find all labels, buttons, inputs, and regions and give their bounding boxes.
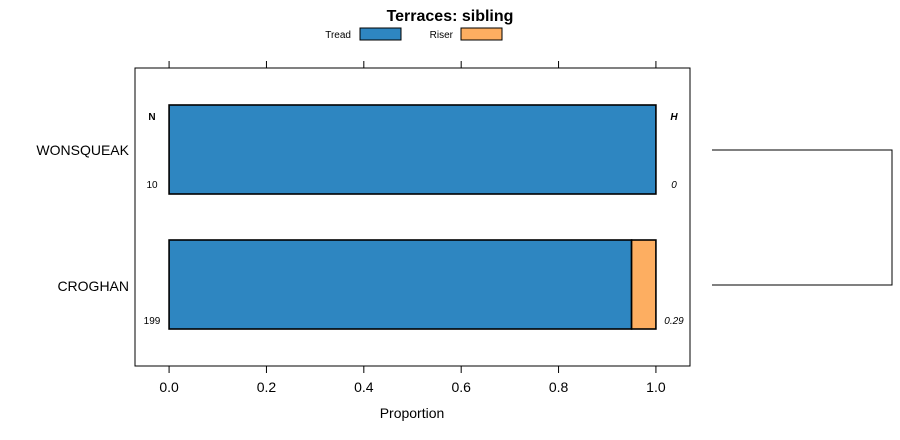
category-label-croghan: CROGHAN [57,278,129,294]
legend-label-riser: Riser [430,30,454,41]
bars [168,104,657,330]
plot-frame [134,67,691,367]
legend-swatch-tread [359,27,402,41]
n-header: N [148,112,155,123]
chart-title: Terraces: sibling [387,8,514,25]
legend-swatch-riser [460,27,503,41]
bar-croghan-riser [630,239,657,330]
h-value-croghan: 0.29 [664,316,684,327]
x-axis-title: Proportion [380,405,445,421]
n-value-croghan: 199 [144,316,161,327]
bar-wonsqueak-tread [168,104,657,195]
legend-label-tread: Tread [325,30,351,41]
x-tick-label: 0.8 [549,379,569,395]
bar-croghan-tread [168,239,633,330]
h-value-wonsqueak: 0 [671,180,677,191]
h-header: H [670,112,678,123]
n-value-wonsqueak: 10 [146,180,158,191]
x-tick-label: 0.2 [257,379,277,395]
category-label-wonsqueak: WONSQUEAK [36,142,129,158]
x-tick-label: 0.6 [451,379,471,395]
x-axis: 0.0 0.2 0.4 0.6 0.8 1.0 [159,61,666,395]
dendrogram-bracket [712,149,893,286]
x-tick-label: 0.0 [159,379,179,395]
x-tick-label: 1.0 [646,379,666,395]
legend: Tread Riser [325,27,503,41]
x-tick-label: 0.4 [354,379,374,395]
